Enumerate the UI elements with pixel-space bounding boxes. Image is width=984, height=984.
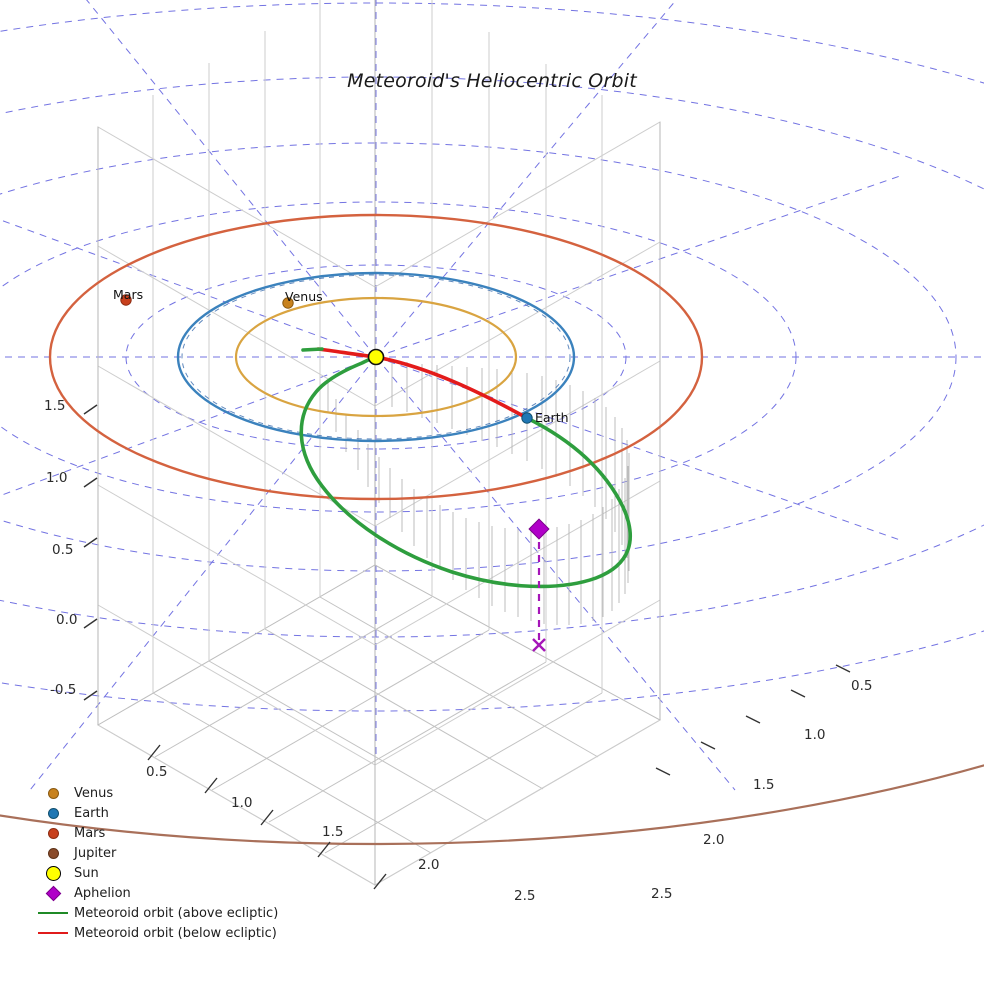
- jupiter-orbit: [0, 763, 984, 845]
- meteoroid-orbit-below: [316, 347, 529, 420]
- line-icon: [32, 911, 74, 915]
- legend-item-label: Meteoroid orbit (above ecliptic): [74, 905, 279, 921]
- page-title: Meteoroid's Heliocentric Orbit: [347, 70, 637, 92]
- circle-icon: [32, 827, 74, 839]
- legend-item-label: Earth: [74, 805, 109, 821]
- venus-label: Venus: [285, 289, 323, 304]
- meteoroid-orbit-above-stub: [301, 347, 324, 352]
- legend-item[interactable]: Earth: [32, 803, 332, 823]
- axes-wall-left: [97, 0, 376, 886]
- earth-label: Earth: [535, 410, 569, 425]
- legend-item-label: Mars: [74, 825, 106, 841]
- mars-marker[interactable]: [120, 294, 132, 306]
- y-tick-2: 1.5: [753, 777, 775, 793]
- x-tick-4: 2.5: [514, 888, 536, 904]
- venus-marker[interactable]: [282, 297, 294, 309]
- sun-marker[interactable]: [367, 348, 385, 366]
- meteoroid-orbit-above: [299, 355, 633, 589]
- earth-orbit: [176, 271, 576, 443]
- x-tick-1: 1.0: [231, 795, 253, 811]
- legend-item-label: Jupiter: [74, 845, 117, 861]
- circle-icon: [32, 847, 74, 859]
- line-icon: [32, 931, 74, 935]
- legend-item[interactable]: Sun: [32, 863, 332, 883]
- tick-marks: [83, 404, 851, 890]
- legend-item[interactable]: Aphelion: [32, 883, 332, 903]
- circle-icon: [32, 807, 74, 819]
- z-tick-2: 0.5: [52, 542, 74, 558]
- z-tick-3: 0.0: [56, 612, 78, 628]
- y-tick-0: 0.5: [851, 678, 873, 694]
- legend: Venus Earth Mars Jupiter Sun Aphelion Meteoroi…: [32, 783, 332, 943]
- y-tick-3: 2.0: [703, 832, 725, 848]
- venus-orbit: [234, 296, 518, 418]
- legend-item-label: Sun: [74, 865, 99, 881]
- z-tick-1: 1.0: [46, 470, 68, 486]
- axes-wall-right: [374, 0, 661, 886]
- x-tick-3: 2.0: [418, 857, 440, 873]
- z-tick-0: 1.5: [44, 398, 66, 414]
- earth-orbit-dash: [181, 274, 571, 440]
- legend-item[interactable]: Venus: [32, 783, 332, 803]
- legend-item-label: Venus: [74, 785, 114, 801]
- bigcircle-icon: [32, 865, 74, 881]
- y-tick-1: 1.0: [804, 727, 826, 743]
- diamond-icon: [32, 885, 74, 901]
- earth-marker[interactable]: [521, 412, 533, 424]
- aphelion-marker[interactable]: [528, 518, 550, 540]
- legend-item-label: Meteoroid orbit (below ecliptic): [74, 925, 277, 941]
- mars-label: Mars: [113, 287, 144, 302]
- polar-grid: [0, 0, 984, 791]
- legend-item[interactable]: Jupiter: [32, 843, 332, 863]
- aphelion-ground-marker: [532, 638, 546, 652]
- x-tick-0: 0.5: [146, 764, 168, 780]
- z-tick-4: -0.5: [50, 682, 77, 698]
- axes-vertical-edges: [97, 0, 661, 885]
- legend-item[interactable]: Meteoroid orbit (below ecliptic): [32, 923, 332, 943]
- legend-item[interactable]: Mars: [32, 823, 332, 843]
- x-tick-2: 1.5: [322, 824, 344, 840]
- mars-orbit: [48, 213, 704, 501]
- legend-item-label: Aphelion: [74, 885, 131, 901]
- circle-icon: [32, 787, 74, 799]
- legend-item[interactable]: Meteoroid orbit (above ecliptic): [32, 903, 332, 923]
- y-tick-4: 2.5: [651, 886, 673, 902]
